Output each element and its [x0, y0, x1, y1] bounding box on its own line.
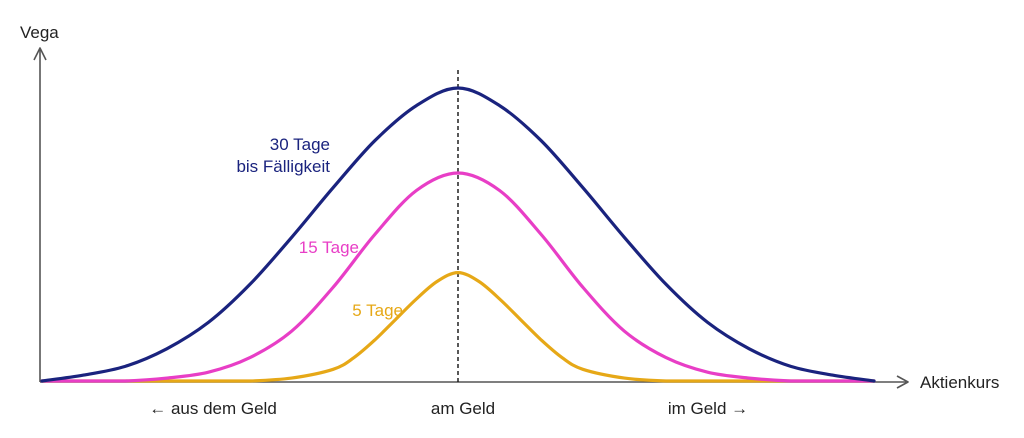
series-curve-0: [40, 86, 876, 383]
series-label-line: 30 Tage: [270, 135, 330, 154]
y-axis-label: Vega: [20, 23, 59, 42]
x-axis-arrow: [896, 375, 909, 389]
y-axis-arrow: [33, 47, 47, 61]
series-label-line: bis Fälligkeit: [236, 157, 330, 176]
series-label-1: 15 Tage: [299, 238, 359, 257]
at-the-money-label: am Geld: [431, 399, 495, 418]
in-the-money-label: im Geld →: [668, 399, 748, 418]
series-label-0: 30 Tage bis Fälligkeit: [236, 135, 330, 176]
curves-group: [40, 86, 876, 383]
series-label-line: 5 Tage: [352, 301, 403, 320]
series-label-line: 15 Tage: [299, 238, 359, 257]
series-label-2: 5 Tage: [352, 301, 403, 320]
series-labels-group: 30 Tage bis Fälligkeit 15 Tage 5 Tage: [236, 135, 403, 320]
x-axis-label: Aktienkurs: [920, 373, 999, 392]
series-curve-1: [40, 171, 876, 383]
out-of-the-money-label: ← aus dem Geld: [149, 399, 277, 418]
series-curve-2: [40, 271, 876, 383]
